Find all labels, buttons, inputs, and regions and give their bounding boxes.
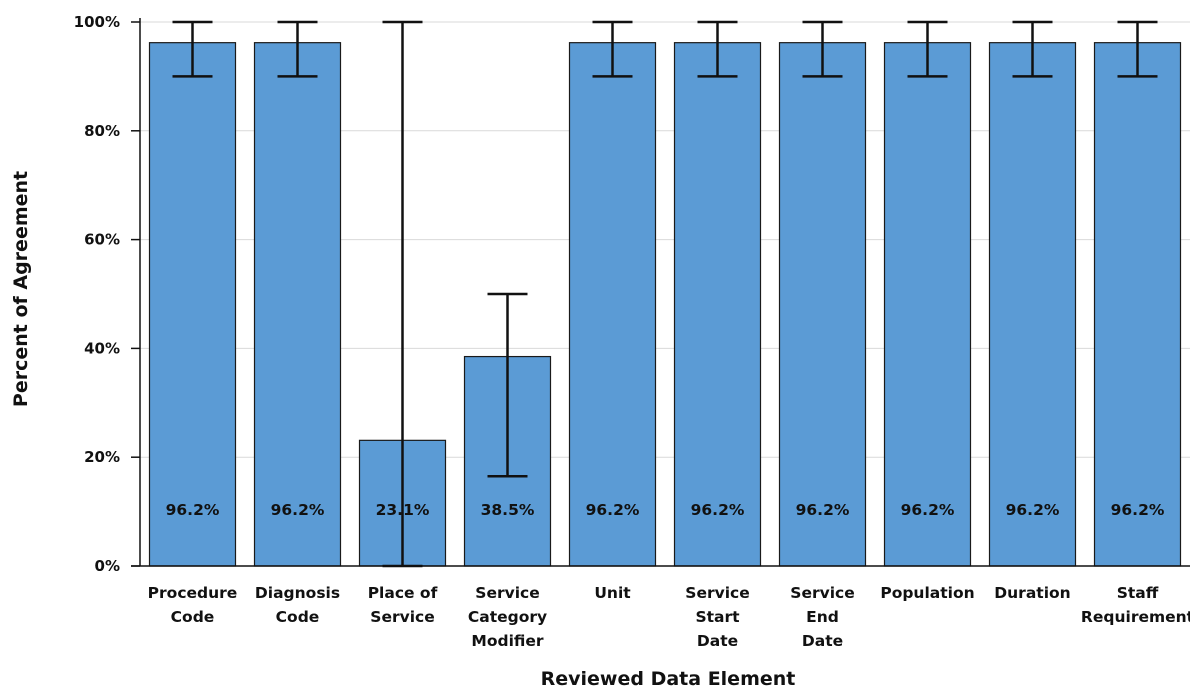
x-tick-label: Procedure Code	[148, 584, 238, 626]
x-tick-label: Place of Service	[368, 584, 438, 626]
x-tick-label-line: Staff	[1117, 584, 1159, 602]
data-label: 96.2%	[796, 501, 850, 519]
x-tick-label: Service Category Modifier	[468, 584, 547, 650]
x-tick-labels: Procedure Code Diagnosis Code Place of Servic…	[148, 584, 1190, 650]
bar	[1095, 43, 1181, 566]
y-tick-label: 40%	[84, 339, 120, 357]
bar	[780, 43, 866, 566]
x-tick-label: Unit	[594, 584, 631, 602]
bar	[570, 43, 656, 566]
y-tick-label: 60%	[84, 231, 120, 249]
x-tick-label: Duration	[994, 584, 1070, 602]
x-axis-title: Reviewed Data Element	[541, 668, 796, 690]
bars	[150, 43, 1181, 566]
x-tick-label-line: Service	[790, 584, 854, 602]
x-tick-label: Service End Date	[790, 584, 854, 650]
data-label: 96.2%	[691, 501, 745, 519]
x-tick-label-line: Procedure	[148, 584, 238, 602]
x-tick-label: Staff Requirement	[1081, 584, 1190, 626]
y-tick-label: 80%	[84, 122, 120, 140]
x-tick-label: Population	[880, 584, 974, 602]
x-tick-label-line: Modifier	[471, 632, 543, 650]
data-label: 96.2%	[1111, 501, 1165, 519]
bar	[990, 43, 1076, 566]
x-tick-label-line: Code	[276, 608, 320, 626]
data-label: 96.2%	[271, 501, 325, 519]
x-tick-label-line: Diagnosis	[255, 584, 340, 602]
y-tick-labels: 0% 20% 40% 60% 80% 100%	[74, 13, 120, 575]
y-tick-label: 0%	[95, 557, 120, 575]
x-tick-label-line: Duration	[994, 584, 1070, 602]
x-tick-label: Service Start Date	[685, 584, 749, 650]
y-axis-title: Percent of Agreement	[10, 171, 32, 407]
bar	[675, 43, 761, 566]
x-tick-label-line: Service	[475, 584, 539, 602]
x-tick-label-line: Service	[685, 584, 749, 602]
x-tick-label-line: Date	[697, 632, 738, 650]
y-tick-label: 20%	[84, 448, 120, 466]
bar	[150, 43, 236, 566]
bar	[885, 43, 971, 566]
data-label: 96.2%	[166, 501, 220, 519]
data-labels: 96.2% 96.2% 23.1% 38.5% 96.2% 96.2% 96.2% 96.2%…	[166, 501, 1165, 519]
x-tick-label-line: Unit	[594, 584, 631, 602]
data-label: 96.2%	[586, 501, 640, 519]
x-tick-label: Diagnosis Code	[255, 584, 340, 626]
data-label: 96.2%	[901, 501, 955, 519]
data-label: 23.1%	[376, 501, 430, 519]
bar	[255, 43, 341, 566]
x-tick-label-line: Code	[171, 608, 215, 626]
x-tick-label-line: Start	[695, 608, 740, 626]
x-tick-label-line: Category	[468, 608, 547, 626]
data-label: 96.2%	[1006, 501, 1060, 519]
x-tick-label-line: End	[806, 608, 839, 626]
y-tick-label: 100%	[74, 13, 120, 31]
x-tick-label-line: Requirement	[1081, 608, 1190, 626]
data-label: 38.5%	[481, 501, 535, 519]
x-tick-label-line: Place of	[368, 584, 438, 602]
x-tick-label-line: Service	[370, 608, 434, 626]
x-tick-label-line: Date	[802, 632, 843, 650]
x-tick-label-line: Population	[880, 584, 974, 602]
